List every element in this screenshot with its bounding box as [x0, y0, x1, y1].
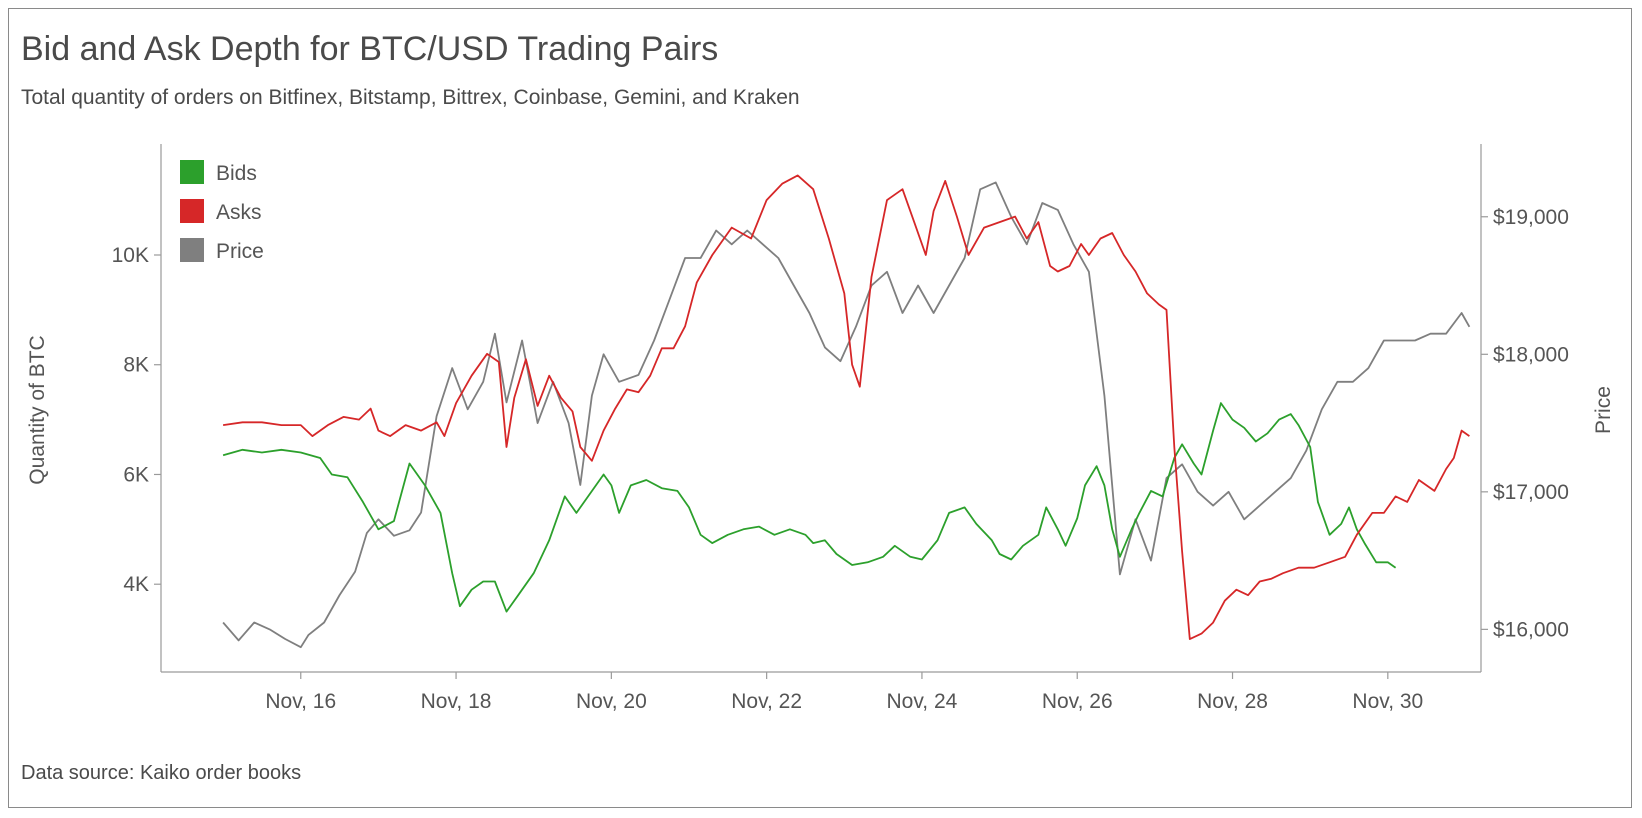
- y-right-tick-label: $19,000: [1493, 206, 1569, 229]
- data-source-note: Data source: Kaiko order books: [21, 762, 302, 784]
- x-tick-label: Nov, 24: [887, 690, 958, 713]
- legend-label-asks: Asks: [216, 201, 262, 224]
- plot-area: [160, 145, 1482, 673]
- chart-title: Bid and Ask Depth for BTC/USD Trading Pa…: [21, 30, 719, 68]
- legend-swatch-asks: [180, 199, 204, 223]
- y-right-tick-label: $18,000: [1493, 343, 1569, 366]
- y-left-tick-label: 6K: [123, 463, 149, 486]
- series-line-price: [222, 181, 1471, 649]
- x-tick-label: Nov, 30: [1352, 690, 1423, 713]
- x-tick-label: Nov, 28: [1197, 690, 1268, 713]
- legend-label-price: Price: [216, 240, 264, 263]
- x-tick-label: Nov, 26: [1042, 690, 1113, 713]
- y-left-tick-label: 4K: [123, 573, 149, 596]
- x-tick-label: Nov, 18: [421, 690, 492, 713]
- legend-swatch-price: [180, 238, 204, 262]
- legend: Bids Asks Price: [180, 160, 264, 263]
- x-tick-label: Nov, 16: [265, 690, 336, 713]
- x-tick-label: Nov, 22: [731, 690, 802, 713]
- y-right-tick-label: $16,000: [1493, 618, 1569, 641]
- y-right-tick-label: $17,000: [1493, 481, 1569, 504]
- legend-label-bids: Bids: [216, 162, 257, 185]
- x-tick-label: Nov, 20: [576, 690, 647, 713]
- y-left-tick-label: 8K: [123, 354, 149, 377]
- legend-swatch-bids: [180, 160, 204, 184]
- y-axis-right-title: Price: [1592, 386, 1615, 434]
- series-line-asks: [222, 174, 1470, 640]
- y-left-tick-label: 10K: [112, 244, 149, 267]
- series-line-bids: [222, 402, 1397, 613]
- chart-subtitle: Total quantity of orders on Bitfinex, Bi…: [21, 86, 800, 109]
- y-axis-left-title: Quantity of BTC: [26, 335, 49, 484]
